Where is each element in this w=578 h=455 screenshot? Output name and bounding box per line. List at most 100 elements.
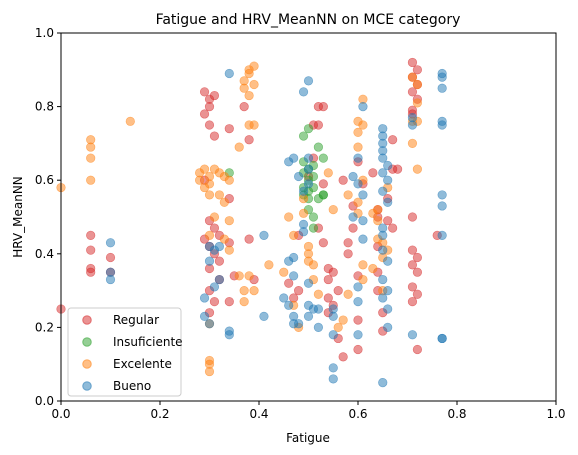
legend-marker	[83, 316, 92, 325]
data-point	[378, 275, 387, 284]
data-point	[314, 305, 323, 314]
data-point	[299, 132, 308, 141]
data-point	[225, 246, 234, 255]
data-point	[205, 231, 214, 240]
data-point	[374, 205, 383, 214]
data-point	[245, 69, 254, 78]
data-point	[339, 316, 348, 325]
legend-label: Insuficiente	[113, 335, 183, 349]
data-point	[339, 353, 348, 362]
data-point	[408, 261, 417, 270]
data-point	[383, 257, 392, 266]
data-point	[438, 84, 447, 93]
data-point	[225, 124, 234, 133]
data-point	[354, 143, 363, 152]
data-point	[225, 216, 234, 225]
data-point	[220, 198, 229, 207]
data-point	[240, 297, 249, 306]
data-point	[413, 290, 422, 299]
data-point	[205, 257, 214, 266]
data-point	[86, 154, 95, 163]
x-tick-label: 0.8	[447, 407, 466, 421]
data-point	[215, 242, 224, 251]
data-point	[359, 121, 368, 130]
data-point	[299, 227, 308, 236]
data-point	[438, 334, 447, 343]
data-point	[215, 191, 224, 200]
data-point	[205, 360, 214, 369]
data-point	[210, 213, 219, 222]
data-point	[378, 169, 387, 178]
data-point	[359, 261, 368, 270]
data-point	[383, 305, 392, 314]
data-point	[279, 294, 288, 303]
data-point	[250, 62, 259, 71]
data-point	[86, 176, 95, 185]
data-point	[284, 279, 293, 288]
data-point	[324, 294, 333, 303]
data-point	[126, 117, 135, 126]
data-point	[329, 330, 338, 339]
data-point	[438, 73, 447, 82]
data-point	[294, 286, 303, 295]
data-point	[240, 84, 249, 93]
data-point	[289, 231, 298, 240]
data-point	[289, 272, 298, 281]
data-point	[359, 191, 368, 200]
legend-label: Excelente	[113, 357, 172, 371]
data-point	[245, 272, 254, 281]
data-point	[413, 253, 422, 262]
data-point	[86, 246, 95, 255]
data-point	[413, 268, 422, 277]
data-point	[408, 213, 417, 222]
data-point	[309, 224, 318, 233]
data-point	[378, 378, 387, 387]
data-point	[205, 102, 214, 111]
data-point	[408, 246, 417, 255]
legend-marker	[83, 338, 92, 347]
data-point	[225, 330, 234, 339]
data-point	[210, 91, 219, 100]
data-point	[319, 102, 328, 111]
data-point	[289, 319, 298, 328]
legend-label: Regular	[113, 313, 159, 327]
y-tick-label: 0.2	[35, 320, 54, 334]
chart-title: Fatigue and HRV_MeanNN on MCE category	[156, 12, 461, 28]
data-point	[413, 66, 422, 75]
data-point	[354, 154, 363, 163]
data-point	[319, 191, 328, 200]
data-point	[388, 224, 397, 233]
data-point	[438, 191, 447, 200]
data-point	[225, 176, 234, 185]
data-point	[200, 294, 209, 303]
legend-marker	[83, 360, 92, 369]
data-point	[438, 121, 447, 130]
data-point	[299, 88, 308, 97]
data-point	[205, 319, 214, 328]
x-axis-label: Fatigue	[286, 431, 330, 445]
data-point	[354, 283, 363, 292]
data-point	[304, 77, 313, 86]
data-point	[319, 180, 328, 189]
data-point	[245, 91, 254, 100]
data-point	[240, 102, 249, 111]
x-tick-label: 0.0	[51, 407, 70, 421]
data-point	[304, 165, 313, 174]
data-point	[319, 238, 328, 247]
data-point	[438, 231, 447, 240]
data-point	[309, 261, 318, 270]
data-point	[225, 297, 234, 306]
data-point	[250, 121, 259, 130]
data-point	[245, 235, 254, 244]
data-point	[210, 224, 219, 233]
data-point	[408, 121, 417, 130]
data-point	[289, 154, 298, 163]
legend-label: Bueno	[113, 379, 151, 393]
data-point	[304, 279, 313, 288]
data-point	[210, 297, 219, 306]
y-tick-label: 0.4	[35, 247, 54, 261]
data-point	[359, 275, 368, 284]
data-point	[195, 176, 204, 185]
y-tick-label: 0.8	[35, 100, 54, 114]
data-point	[205, 121, 214, 130]
